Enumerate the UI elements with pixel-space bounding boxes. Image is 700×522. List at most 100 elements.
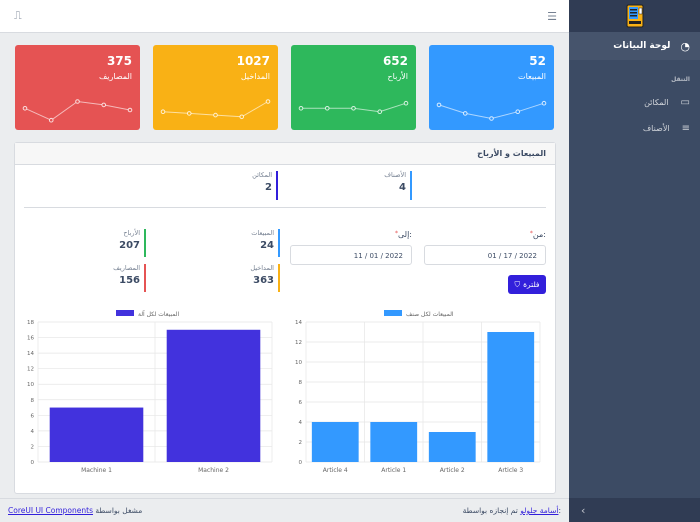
footer-powered: CoreUI UI Components مشغل بواسطة bbox=[8, 506, 142, 515]
y-tick-label: 10 bbox=[295, 360, 302, 366]
sparkline-point bbox=[351, 106, 356, 111]
to-date-input[interactable]: 11 / 01 / 2022 bbox=[290, 245, 412, 265]
sidebar-item-dashboard[interactable]: ◔ لوحة البيانات bbox=[569, 32, 700, 60]
legend-swatch bbox=[384, 310, 402, 316]
y-tick-label: 8 bbox=[31, 398, 35, 404]
stat-bar bbox=[278, 264, 280, 292]
stat-bar bbox=[276, 171, 278, 200]
footer-credit: أسامة جلولو تم إنجازه بواسطة: bbox=[463, 506, 561, 515]
author-link[interactable]: أسامة جلولو bbox=[520, 506, 559, 515]
y-tick-label: 0 bbox=[31, 460, 35, 466]
card-value: 52 bbox=[529, 54, 546, 68]
y-tick-label: 6 bbox=[299, 400, 303, 406]
stat-value: 4 bbox=[399, 182, 406, 193]
sparkline-point bbox=[239, 114, 245, 120]
x-tick-label: Article 3 bbox=[498, 467, 523, 474]
sparkline-point bbox=[462, 111, 468, 116]
sparkline-point bbox=[213, 112, 218, 118]
card-label: المداخيل bbox=[240, 72, 270, 81]
sidebar: ◔ لوحة البيانات التنقل ▭ المكائن ≡ الأصن… bbox=[569, 0, 700, 522]
monitor-icon: ▭ bbox=[680, 96, 690, 108]
bar bbox=[311, 422, 359, 462]
menu-toggle-icon[interactable]: ☰ bbox=[547, 9, 557, 23]
stat-profits: الأرباح 207 bbox=[40, 229, 146, 257]
sparkline-point bbox=[377, 109, 383, 114]
y-tick-label: 6 bbox=[31, 413, 35, 419]
filter-button[interactable]: ⛉ فلترة bbox=[508, 275, 546, 294]
sidebar-section-title: التنقل bbox=[671, 76, 690, 83]
card-label: المبيعات bbox=[518, 72, 546, 81]
sparkline-point bbox=[265, 99, 271, 104]
footer: CoreUI UI Components مشغل بواسطة أسامة ج… bbox=[0, 498, 569, 522]
y-tick-label: 2 bbox=[299, 440, 303, 446]
bar bbox=[49, 407, 144, 462]
stat-label: المداخيل bbox=[250, 264, 274, 272]
sparkline-point bbox=[101, 102, 107, 108]
sparkline-point bbox=[515, 109, 521, 114]
stat-machines: المكائن 2 bbox=[172, 171, 278, 200]
stat-value: 2 bbox=[265, 182, 272, 193]
stat-bar bbox=[278, 229, 280, 257]
sparkline-point bbox=[22, 106, 28, 111]
list-icon: ≡ bbox=[681, 122, 690, 134]
card-title: المبيعات و الأرباح bbox=[15, 143, 555, 165]
card-sparkline bbox=[160, 99, 271, 120]
stat-value: 24 bbox=[260, 240, 274, 251]
header: ⎍ ☰ bbox=[0, 0, 569, 33]
y-tick-label: 4 bbox=[31, 429, 35, 435]
coreui-link[interactable]: CoreUI UI Components bbox=[8, 506, 93, 515]
sparkline-point bbox=[403, 100, 409, 106]
brand-logo[interactable] bbox=[569, 0, 700, 32]
card-sparkline bbox=[436, 100, 547, 121]
from-date-input[interactable]: 01 / 17 / 2022 bbox=[424, 245, 546, 265]
user-icon[interactable]: ⎍ bbox=[14, 9, 22, 22]
made-by-text: تم إنجازه بواسطة: bbox=[462, 506, 561, 515]
bar bbox=[428, 432, 476, 462]
label-text: من: bbox=[532, 230, 546, 239]
x-tick-label: Article 1 bbox=[381, 467, 406, 474]
y-tick-label: 0 bbox=[299, 460, 303, 466]
legend-label: المبيعات لكل آلة bbox=[138, 309, 180, 318]
stat-revenue: المداخيل 363 bbox=[176, 264, 280, 292]
y-tick-label: 18 bbox=[27, 320, 34, 326]
sparkline-point bbox=[186, 111, 192, 116]
stat-label: الأرباح bbox=[123, 229, 140, 237]
sparkline-point bbox=[160, 109, 166, 114]
label-text: إلى: bbox=[397, 230, 412, 239]
stat-bar bbox=[410, 171, 412, 200]
vending-machine-icon bbox=[626, 4, 643, 28]
x-tick-label: Machine 2 bbox=[198, 467, 229, 474]
sidebar-item-articles[interactable]: ≡ الأصناف bbox=[569, 115, 700, 141]
card-label: المصاريف bbox=[98, 72, 132, 81]
stat-label: المصاريف bbox=[113, 264, 140, 272]
sidebar-item-label: لوحة البيانات bbox=[613, 41, 671, 51]
y-tick-label: 14 bbox=[27, 351, 34, 357]
stat-expenses: المصاريف 156 bbox=[40, 264, 146, 292]
divider bbox=[24, 207, 546, 208]
chevron-left-icon: ‹ bbox=[581, 503, 586, 517]
legend-swatch bbox=[116, 310, 134, 316]
sales-per-machine-chart: المبيعات لكل آلة 0 2 4 6 8 10 12 14 16 18 Machine 1… bbox=[27, 309, 273, 474]
required-mark: * bbox=[394, 230, 398, 237]
card-sparkline bbox=[22, 99, 133, 123]
sparkline-point bbox=[324, 106, 330, 111]
sidebar-item-label: المكائن bbox=[644, 97, 669, 107]
bar bbox=[370, 422, 418, 462]
stat-articles: الأصناف 4 bbox=[306, 171, 412, 200]
stat-label: المبيعات bbox=[251, 229, 274, 237]
bar bbox=[166, 329, 261, 462]
stat-value: 363 bbox=[253, 275, 274, 286]
stat-value: 156 bbox=[119, 275, 140, 286]
sparkline-point bbox=[541, 100, 547, 106]
sidebar-minimize-button[interactable]: ‹ bbox=[569, 498, 700, 522]
widget-card: 1027 المداخيل bbox=[153, 45, 278, 130]
sidebar-item-label: الأصناف bbox=[642, 123, 670, 133]
sparkline-point bbox=[298, 106, 304, 111]
x-tick-label: Article 4 bbox=[323, 467, 348, 474]
card-value: 652 bbox=[382, 54, 408, 68]
y-tick-label: 2 bbox=[31, 444, 35, 450]
to-date-label: *إلى: bbox=[290, 230, 412, 239]
sales-per-article-chart: المبيعات لكل صنف 0 2 4 6 8 10 12 14 Article 4 Arti… bbox=[295, 310, 541, 474]
sidebar-item-machines[interactable]: ▭ المكائن bbox=[569, 89, 700, 115]
y-tick-label: 14 bbox=[295, 320, 302, 326]
